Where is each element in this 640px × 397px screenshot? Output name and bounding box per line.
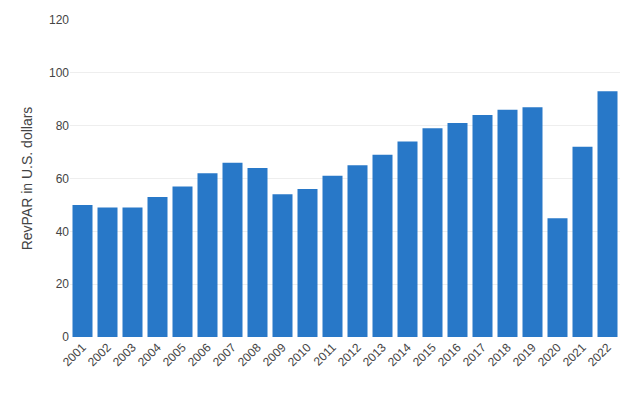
svg-text:2016: 2016 <box>435 340 464 369</box>
svg-text:2013: 2013 <box>360 340 389 369</box>
svg-text:2012: 2012 <box>335 340 364 369</box>
svg-text:2010: 2010 <box>285 340 314 369</box>
svg-text:2006: 2006 <box>185 340 214 369</box>
svg-text:2020: 2020 <box>535 340 564 369</box>
svg-text:2015: 2015 <box>410 340 439 369</box>
svg-text:2018: 2018 <box>485 340 514 369</box>
svg-text:2007: 2007 <box>210 340 239 369</box>
svg-text:2002: 2002 <box>85 340 114 369</box>
svg-text:2003: 2003 <box>110 340 139 369</box>
svg-text:2005: 2005 <box>160 340 189 369</box>
svg-text:2001: 2001 <box>60 340 89 369</box>
svg-text:2008: 2008 <box>235 340 264 369</box>
svg-text:2004: 2004 <box>135 340 164 369</box>
svg-text:2011: 2011 <box>311 340 339 368</box>
svg-text:2021: 2021 <box>560 340 589 369</box>
svg-text:40: 40 <box>56 225 70 239</box>
svg-text:RevPAR in U.S. dollars: RevPAR in U.S. dollars <box>19 107 35 251</box>
svg-text:80: 80 <box>56 119 70 133</box>
svg-text:2019: 2019 <box>510 340 539 369</box>
svg-text:100: 100 <box>49 66 69 80</box>
svg-text:60: 60 <box>56 172 70 186</box>
svg-text:20: 20 <box>56 277 70 291</box>
svg-text:2022: 2022 <box>585 340 614 369</box>
svg-text:2017: 2017 <box>460 340 489 369</box>
svg-text:2009: 2009 <box>260 340 289 369</box>
svg-text:120: 120 <box>49 13 69 27</box>
svg-text:2014: 2014 <box>385 340 414 369</box>
svg-text:0: 0 <box>62 330 69 344</box>
